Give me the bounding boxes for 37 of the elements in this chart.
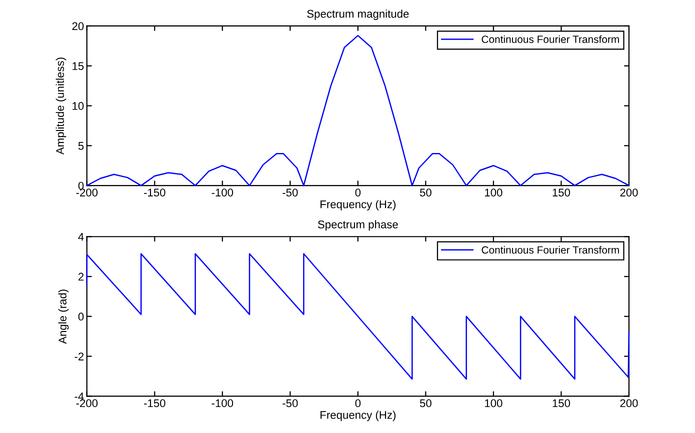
y-tick-label: 4 — [78, 233, 84, 241]
x-axis-title: Frequency (Hz) — [320, 410, 396, 422]
x-tick-label: 150 — [552, 399, 570, 408]
y-tick-label: 15 — [72, 62, 84, 70]
x-tick-label: 50 — [420, 188, 432, 196]
y-tick-label: -4 — [74, 392, 84, 400]
line-series — [86, 253, 630, 380]
x-tick-label: -150 — [144, 399, 166, 408]
y-tick-label: 2 — [78, 272, 84, 281]
y-tick-label: 0 — [78, 312, 84, 321]
y-tick-label: 20 — [72, 22, 84, 30]
x-tick-label: -150 — [144, 188, 166, 196]
x-tick-label: 150 — [552, 188, 570, 196]
x-tick-label: 0 — [355, 188, 361, 196]
x-tick-label: 100 — [485, 399, 502, 408]
x-tick-label: 100 — [485, 188, 502, 196]
y-axis-title: Angle (rad) — [58, 290, 69, 344]
x-tick-label: 200 — [620, 399, 638, 408]
x-tick-label: 200 — [620, 188, 638, 196]
legend-label: Continuous Fourier Transform — [482, 35, 619, 44]
legend-label: Continuous Fourier Transform — [482, 246, 619, 254]
y-tick-label: 10 — [72, 102, 84, 110]
x-tick-label: -100 — [212, 188, 234, 196]
x-tick-label: -50 — [282, 399, 298, 408]
y-tick-label: -2 — [74, 352, 84, 360]
y-tick-label: 0 — [78, 182, 84, 190]
x-tick-label: -200 — [76, 399, 98, 408]
chart-title: Spectrum phase — [318, 220, 398, 231]
chart-title: Spectrum magnitude — [307, 10, 409, 20]
x-tick-label: -200 — [76, 188, 98, 196]
x-tick-label: -100 — [212, 399, 234, 408]
x-tick-label: 50 — [420, 399, 432, 408]
x-tick-label: 0 — [355, 399, 361, 408]
x-tick-label: -50 — [282, 188, 298, 196]
x-axis-title: Frequency (Hz) — [320, 200, 396, 210]
y-axis-title: Amplitude (unitless) — [56, 58, 66, 155]
y-tick-label: 5 — [78, 142, 84, 150]
